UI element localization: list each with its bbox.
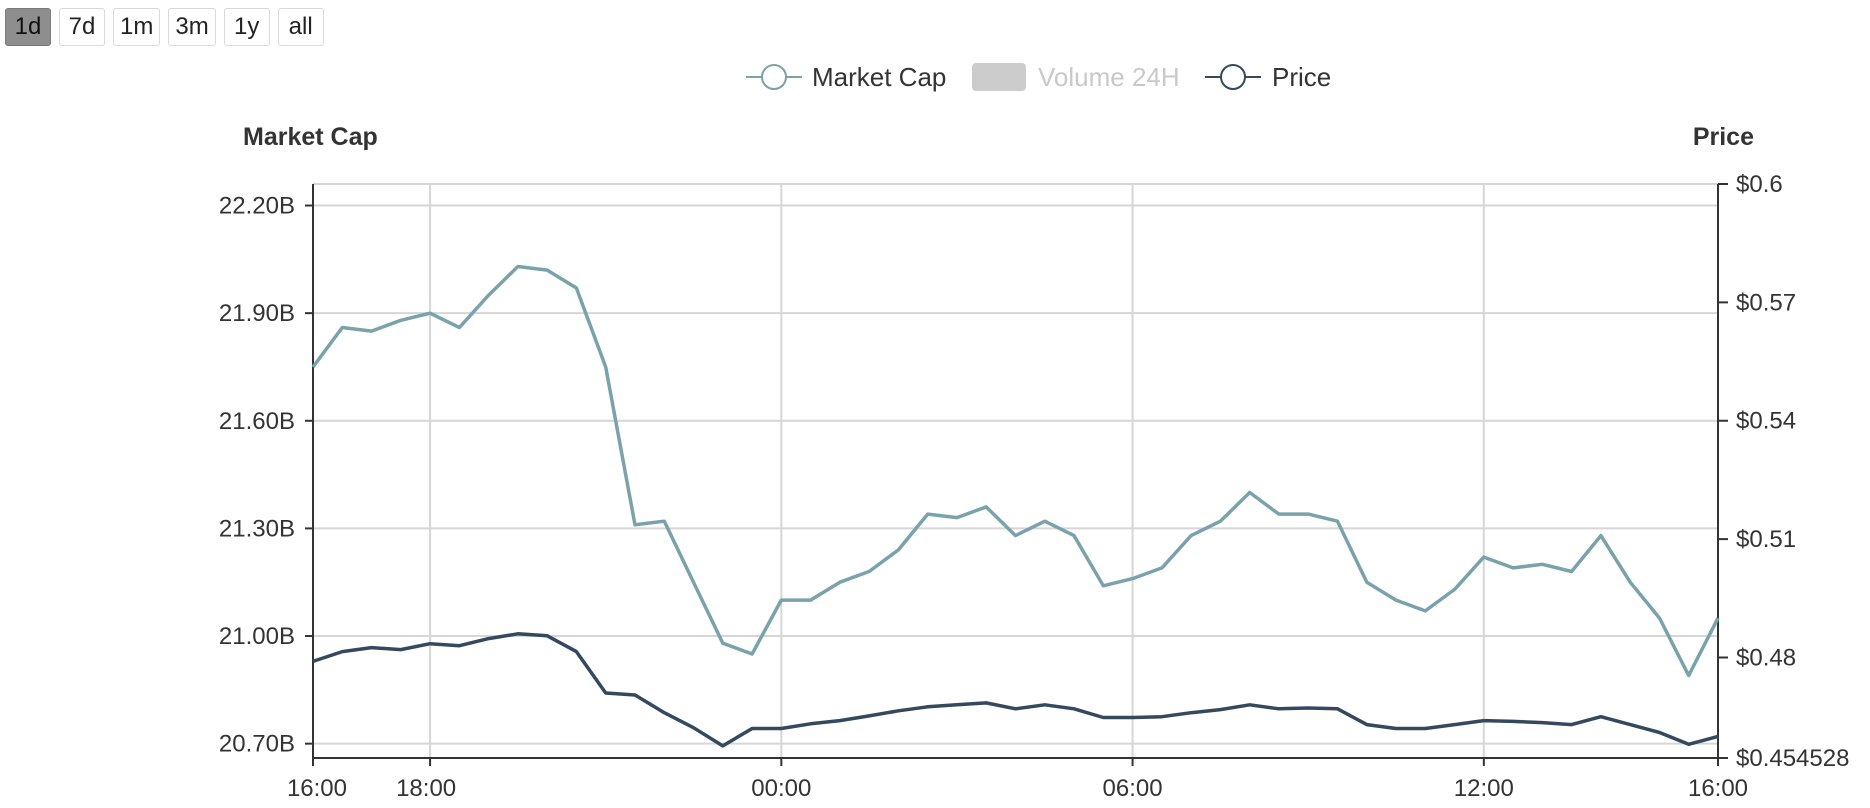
- right-tick-label: $0.6: [1736, 171, 1783, 198]
- x-tick-label: 00:00: [751, 775, 811, 802]
- axes: 22.20B 21.90B 21.60B 21.30B 21.00B 20.70B 16:0…: [219, 171, 1850, 802]
- x-tick-label: 16:00: [1688, 775, 1748, 802]
- right-tick-label: $0.54: [1736, 408, 1796, 435]
- price-line: [312, 632, 1719, 748]
- right-tick-label: $0.57: [1736, 289, 1796, 316]
- left-tick-label: 21.00B: [219, 623, 295, 650]
- left-tick-label: 22.20B: [219, 193, 295, 220]
- time-range-selector: 1d 7d 1m 3m 1y all: [5, 8, 324, 46]
- legend-market-cap-marker[interactable]: [761, 64, 787, 90]
- legend-volume-label[interactable]: Volume 24H: [1038, 62, 1180, 92]
- left-tick-label: 21.60B: [219, 408, 295, 435]
- legend-volume-swatch[interactable]: [972, 63, 1026, 91]
- legend-price-label[interactable]: Price: [1272, 62, 1331, 92]
- range-button-3m[interactable]: 3m: [168, 8, 216, 46]
- x-tick-label: 16:00: [287, 775, 347, 802]
- range-button-7d[interactable]: 7d: [59, 8, 105, 46]
- range-button-all[interactable]: all: [277, 8, 324, 46]
- right-tick-label: $0.48: [1736, 644, 1796, 671]
- left-axis-title: Market Cap: [243, 123, 378, 151]
- x-tick-label: 18:00: [396, 775, 456, 802]
- left-tick-label: 21.30B: [219, 515, 295, 542]
- x-tick-label: 12:00: [1454, 775, 1514, 802]
- chart-legend: Market Cap Volume 24H Price: [746, 62, 1331, 92]
- range-button-1d[interactable]: 1d: [5, 8, 51, 46]
- legend-market-cap-label[interactable]: Market Cap: [812, 62, 946, 92]
- range-button-1y[interactable]: 1y: [223, 8, 270, 46]
- legend-price-marker[interactable]: [1220, 64, 1246, 90]
- x-tick-label: 06:00: [1103, 775, 1163, 802]
- market-cap-line: [311, 264, 1720, 678]
- left-tick-label: 20.70B: [219, 731, 295, 758]
- range-button-1m[interactable]: 1m: [113, 8, 161, 46]
- series-lines: [311, 264, 1720, 748]
- grid-lines: [312, 183, 1719, 758]
- right-tick-label: $0.454528: [1736, 745, 1849, 772]
- right-tick-label: $0.51: [1736, 526, 1796, 553]
- left-tick-label: 21.90B: [219, 300, 295, 327]
- right-axis-title: Price: [1693, 123, 1754, 151]
